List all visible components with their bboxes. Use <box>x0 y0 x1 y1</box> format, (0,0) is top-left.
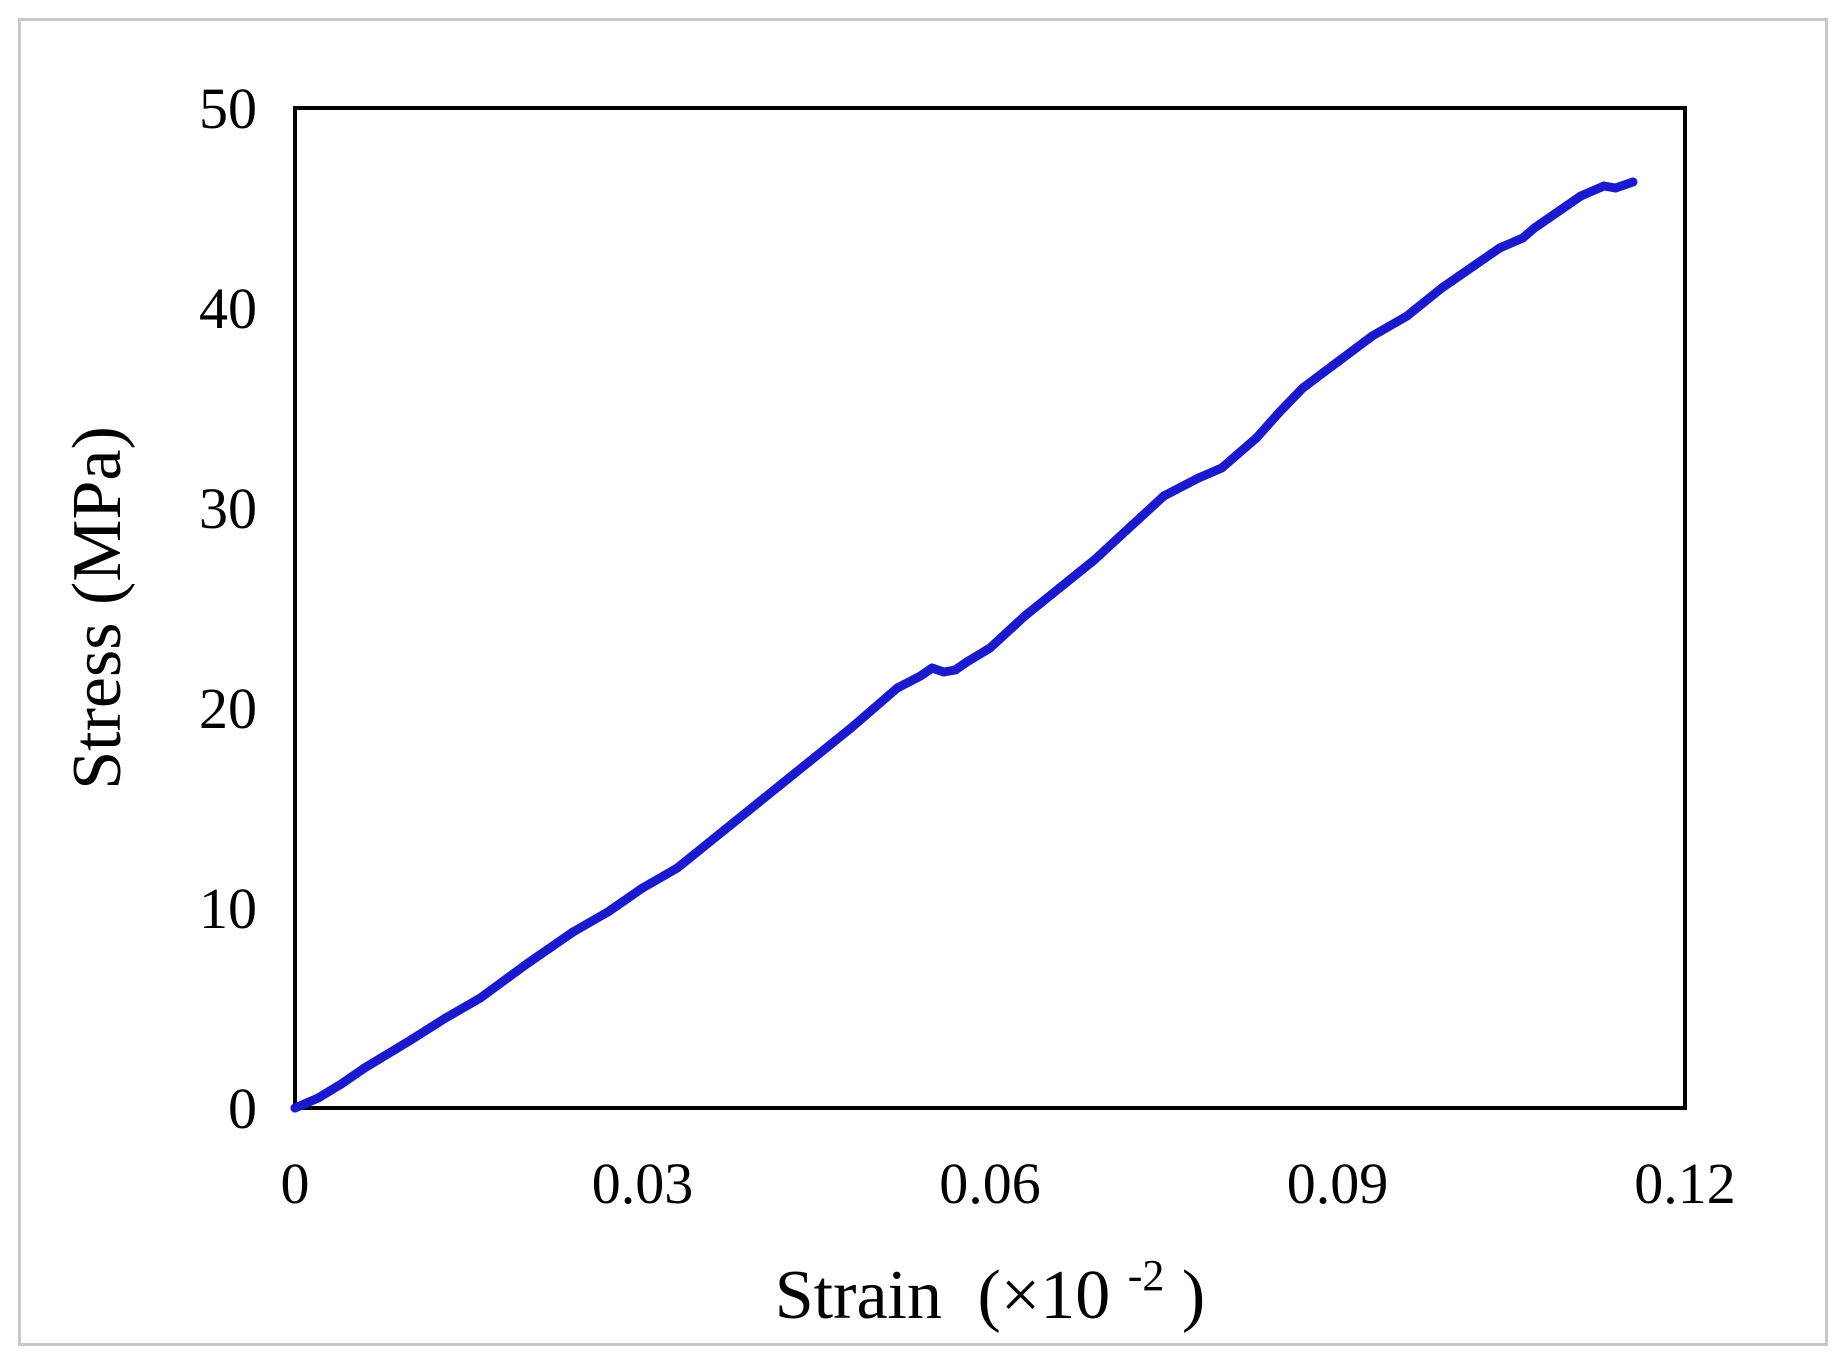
data-point <box>985 643 995 653</box>
x-axis-title: Strain (×10 -2 ) <box>775 1229 1205 1334</box>
data-point <box>336 1079 346 1089</box>
y-tick-labels: 0 10 20 30 40 50 <box>199 76 257 1141</box>
y-axis-title: Stress (MPa) <box>59 426 136 790</box>
data-point <box>1611 183 1620 193</box>
data-point <box>916 671 925 681</box>
data-point <box>707 835 717 845</box>
series-points <box>290 177 1638 1113</box>
x-axis-title-unit-prefix: (×10 <box>977 1257 1110 1334</box>
data-point <box>1472 259 1481 269</box>
x-axis-title-label: Strain <box>775 1257 942 1334</box>
plot-area-border <box>293 106 1687 1110</box>
figure-frame <box>18 18 1828 1346</box>
data-point <box>927 663 937 673</box>
data-point <box>406 1035 416 1045</box>
data-point <box>962 657 972 667</box>
data-point <box>1194 473 1203 483</box>
y-tick-label: 50 <box>199 76 257 141</box>
y-tick-label: 40 <box>199 276 257 341</box>
data-point <box>1529 223 1539 233</box>
y-tick-label: 10 <box>199 876 257 941</box>
data-point <box>1437 283 1447 293</box>
x-tick-label: 0.09 <box>1287 1151 1389 1216</box>
data-point <box>1124 523 1134 533</box>
x-tick-label: 0.06 <box>939 1151 1041 1216</box>
data-point <box>1089 555 1099 565</box>
data-point <box>1495 243 1505 253</box>
data-point <box>1553 207 1563 217</box>
data-point <box>1020 611 1030 621</box>
y-tick-label: 0 <box>228 1076 257 1141</box>
data-point <box>1628 177 1638 187</box>
data-point <box>1298 383 1308 393</box>
x-tick-label: 0 <box>281 1151 310 1216</box>
data-point <box>742 807 752 817</box>
y-tick-label: 30 <box>199 476 257 541</box>
data-point <box>811 751 821 761</box>
data-point <box>290 1103 300 1113</box>
data-point <box>522 959 532 969</box>
data-point <box>777 779 786 789</box>
data-point <box>475 993 485 1003</box>
data-point <box>1333 357 1342 367</box>
data-point <box>869 703 879 713</box>
data-point <box>1599 181 1609 191</box>
data-point <box>360 1063 369 1073</box>
data-point <box>1402 311 1412 321</box>
data-point <box>1367 331 1377 341</box>
stress-strain-curve <box>290 177 1638 1113</box>
y-tick-label: 20 <box>199 676 257 741</box>
data-point <box>1251 433 1261 443</box>
data-point <box>846 723 856 733</box>
x-tick-label: 0.03 <box>592 1151 694 1216</box>
x-tick-label: 0.12 <box>1634 1151 1736 1216</box>
data-point <box>638 883 647 893</box>
data-point <box>603 907 613 917</box>
data-point <box>568 927 578 937</box>
data-point <box>1217 463 1227 473</box>
data-point <box>1518 233 1528 243</box>
data-point <box>950 665 960 675</box>
data-point <box>939 667 949 677</box>
data-point <box>1159 491 1169 501</box>
x-axis-title-unit-exponent: -2 <box>1128 1251 1165 1300</box>
data-point <box>383 1049 393 1059</box>
data-point <box>892 683 902 693</box>
data-point <box>672 863 682 873</box>
data-point <box>441 1013 451 1023</box>
data-point <box>1576 191 1586 201</box>
x-tick-labels: 0 0.03 0.06 0.09 0.12 <box>281 1151 1736 1216</box>
data-point <box>313 1093 323 1103</box>
data-point <box>1275 407 1285 417</box>
data-point <box>1055 583 1064 593</box>
x-axis-title-unit-suffix: ) <box>1182 1257 1205 1334</box>
